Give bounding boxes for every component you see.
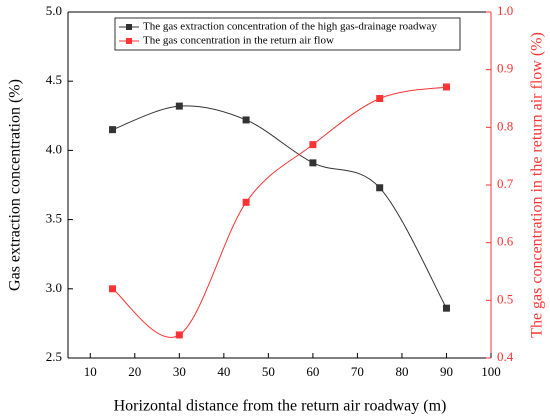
y-tick-label: 4.0 — [46, 141, 62, 156]
point — [242, 116, 250, 124]
y-tick-label: 3.5 — [46, 211, 62, 226]
point — [109, 126, 117, 134]
legend-box — [114, 17, 461, 51]
x-tick-label: 80 — [395, 364, 408, 379]
x-tick-label: 90 — [440, 364, 453, 379]
y2-tick-label: 0.5 — [497, 291, 513, 306]
y2-tick-label: 0.9 — [497, 61, 513, 76]
legend-label: The gas concentration in the return air … — [143, 35, 334, 47]
x-tick-label: 60 — [306, 364, 319, 379]
x-axis-label: Horizontal distance from the return air … — [114, 398, 447, 415]
x-tick-label: 10 — [84, 364, 97, 379]
x-tick-label: 50 — [262, 364, 275, 379]
point — [109, 285, 117, 293]
x-tick-label: 20 — [128, 364, 141, 379]
point — [309, 159, 317, 167]
y-axis-label: Gas extraction concentration (%) — [7, 79, 24, 291]
legend-label: The gas extraction concentration of the … — [143, 21, 437, 33]
x-tick-label: 100 — [481, 364, 501, 379]
y2-tick-label: 0.7 — [497, 176, 514, 191]
y2-tick-label: 0.6 — [497, 234, 514, 249]
y2-tick-label: 0.8 — [497, 118, 513, 133]
x-tick-label: 30 — [173, 364, 186, 379]
point — [376, 184, 384, 192]
point — [175, 331, 183, 339]
y2-tick-label: 0.4 — [497, 349, 514, 364]
legend-marker — [126, 38, 132, 44]
legend-marker — [126, 24, 132, 30]
y-tick-label: 5.0 — [46, 3, 62, 18]
point — [442, 304, 450, 312]
point — [242, 198, 250, 206]
x-tick-label: 70 — [351, 364, 364, 379]
y-tick-label: 4.5 — [46, 72, 62, 87]
series-line — [112, 105, 447, 309]
y-tick-label: 2.5 — [46, 349, 62, 364]
y2-axis-label: The gas concentration in the return air … — [529, 32, 546, 338]
point — [175, 102, 183, 110]
y2-tick-label: 1.0 — [497, 3, 513, 18]
x-tick-label: 40 — [217, 364, 230, 379]
y-tick-label: 3.0 — [46, 280, 62, 295]
point — [309, 141, 317, 149]
point — [376, 95, 384, 102]
point — [442, 83, 450, 91]
